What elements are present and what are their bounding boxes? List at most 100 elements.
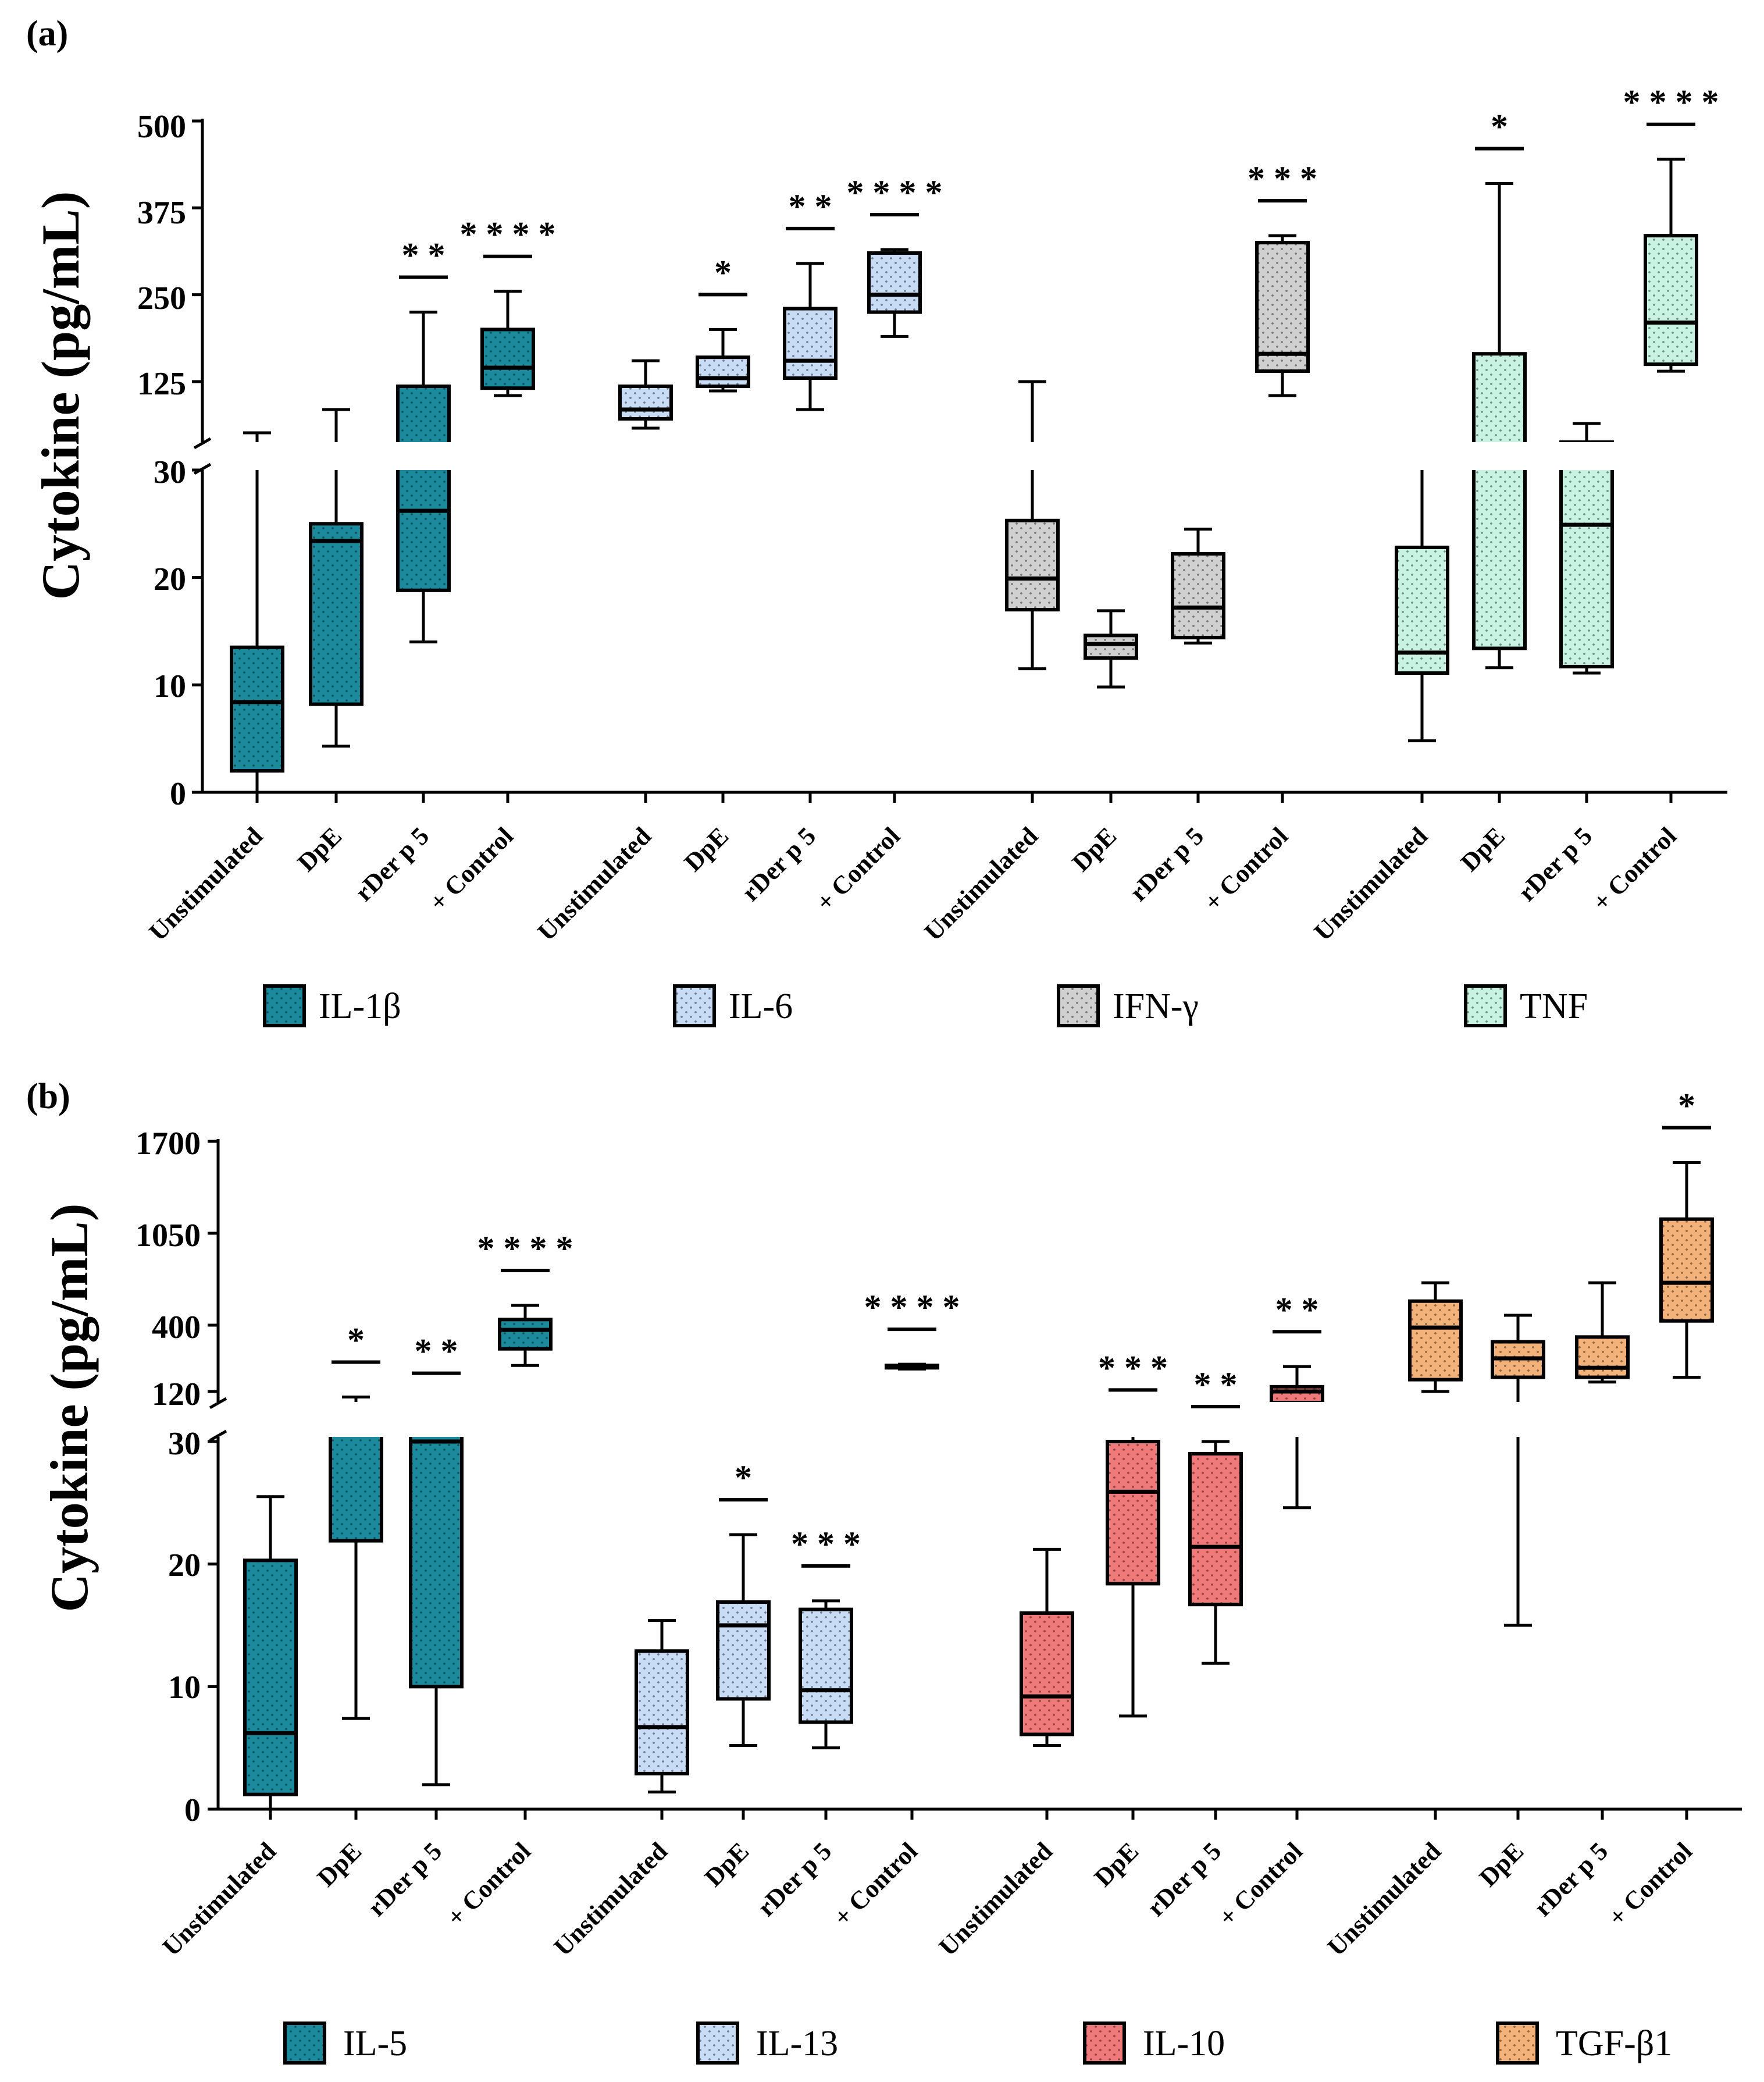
- panel-b-label: (b): [26, 1077, 70, 1116]
- break-gap: [883, 1402, 941, 1437]
- panel-b-ytick: 20: [168, 1547, 201, 1583]
- box-il-5-rder-p-5: [407, 1402, 465, 1786]
- box-il-1-control: [479, 290, 537, 470]
- break-gap: [1489, 1402, 1547, 1437]
- box-il-10-rder-p-5: [1188, 1440, 1243, 1665]
- legend-swatch-pattern: [1057, 984, 1100, 1027]
- box-pattern: [1190, 1454, 1241, 1605]
- box-il-5-dpe: [327, 1396, 385, 1720]
- x-tick-label: rDer p 5: [1513, 821, 1598, 906]
- panel-b-plot: Unstimulated DpE * rDer p 5 * * + Control * * …: [157, 1086, 1742, 1962]
- x-tick-label: Unstimulated: [933, 1837, 1058, 1961]
- x-tick-label: + Control: [828, 1837, 923, 1931]
- sig-stars: * * * *: [1623, 83, 1719, 122]
- sig-stars: *: [735, 1458, 752, 1497]
- x-tick-label: + Control: [1199, 821, 1293, 916]
- x-tick-label: rDer p 5: [350, 821, 434, 906]
- legend-label-il-10: IL-10: [1143, 2024, 1225, 2063]
- break-gap: [228, 442, 286, 470]
- panel-a-ytick: 375: [137, 195, 186, 231]
- box-il-13-dpe: [716, 1533, 771, 1747]
- box-ifn-control: [1253, 234, 1312, 470]
- box-il-10-control: [1268, 1365, 1326, 1510]
- box-tnf-rder-p-5: [1558, 422, 1616, 675]
- box-pattern: [411, 1414, 462, 1687]
- box-pattern: [1410, 1301, 1461, 1380]
- box-pattern: [1257, 243, 1308, 372]
- x-tick-label: DpE: [699, 1837, 754, 1892]
- legend-swatch-pattern: [673, 984, 716, 1027]
- break-gap: [1104, 1402, 1162, 1437]
- box-pattern: [1661, 1219, 1712, 1321]
- sig-stars: * * *: [1248, 159, 1317, 198]
- x-tick-label: DpE: [292, 821, 347, 877]
- panel-a-ytick: 125: [137, 366, 186, 402]
- x-tick-label: Unstimulated: [1322, 1837, 1446, 1961]
- panel-a-ylabel: Cytokine (pg/mL): [31, 191, 90, 600]
- break-gap: [327, 1402, 385, 1437]
- box-pattern: [231, 647, 283, 771]
- axis-break-mark: [193, 437, 212, 450]
- box-pattern: [482, 329, 533, 389]
- sig-stars: * *: [402, 236, 446, 275]
- x-tick-label: rDer p 5: [1142, 1837, 1227, 1921]
- sig-stars: * * * *: [847, 173, 943, 212]
- break-gap: [1470, 442, 1528, 470]
- x-tick-label: DpE: [312, 1837, 367, 1892]
- box-pattern: [785, 308, 836, 379]
- panel-b-ytick: 30: [168, 1426, 201, 1462]
- break-gap: [1406, 1402, 1464, 1437]
- break-gap: [1003, 442, 1061, 470]
- legend-swatch-pattern: [1083, 2022, 1126, 2065]
- box-pattern: [800, 1609, 851, 1722]
- panel-a-ytick: 500: [137, 109, 186, 145]
- box-pattern: [1271, 1386, 1323, 1403]
- break-gap: [616, 442, 675, 470]
- box-pattern: [697, 357, 749, 386]
- sig-stars: *: [347, 1321, 365, 1359]
- panel-b-ytick: 1700: [136, 1126, 201, 1162]
- box-pattern: [1021, 1613, 1072, 1735]
- axis-break-mark: [209, 1429, 227, 1442]
- x-tick-label: Unstimulated: [1309, 821, 1433, 946]
- x-tick-label: DpE: [1089, 1837, 1144, 1892]
- x-tick-label: Unstimulated: [144, 821, 268, 946]
- panel-a-plot: Unstimulated DpE rDer p 5* *+ Control* * *…: [144, 83, 1727, 946]
- x-tick-label: + Control: [424, 821, 519, 916]
- x-tick-label: DpE: [1455, 821, 1510, 877]
- x-tick-label: + Control: [1213, 1837, 1308, 1931]
- break-gap: [496, 1402, 554, 1437]
- sig-stars: *: [1678, 1086, 1695, 1124]
- break-gap: [1573, 1402, 1631, 1437]
- box-ifn-unstimulated: [1003, 380, 1061, 671]
- x-tick-label: rDer p 5: [362, 1837, 447, 1921]
- box-tnf-unstimulated: [1393, 442, 1451, 742]
- box-il-13-unstimulated: [635, 1619, 689, 1794]
- box-il-13-rder-p-5: [799, 1599, 853, 1750]
- box-ifn-dpe: [1084, 609, 1138, 689]
- sig-stars: *: [1491, 108, 1508, 146]
- break-gap: [407, 1402, 465, 1437]
- box-tgf-1-rder-p-5: [1573, 1281, 1631, 1437]
- box-pattern: [1007, 520, 1058, 610]
- box-pattern: [1577, 1337, 1628, 1378]
- box-pattern: [636, 1651, 687, 1774]
- legend-label-il-5: IL-5: [343, 2024, 407, 2063]
- box-pattern: [311, 524, 362, 704]
- legend-a: IL-1β IL-6 IFN-γ TNF: [263, 984, 1588, 1027]
- box-il-10-dpe: [1104, 1402, 1162, 1718]
- x-tick-label: + Control: [811, 821, 906, 916]
- box-il-1-dpe: [307, 408, 365, 748]
- legend-swatch-pattern: [263, 984, 306, 1027]
- box-il-6-rder-p-5: [781, 262, 839, 470]
- break-gap: [307, 442, 365, 470]
- panel-b-ytick: 0: [184, 1792, 201, 1828]
- box-pattern: [718, 1601, 769, 1699]
- x-tick-label: DpE: [1474, 1837, 1529, 1892]
- break-gap: [394, 442, 452, 470]
- legend-swatch-pattern: [1464, 984, 1507, 1027]
- x-tick-label: + Control: [1603, 1837, 1698, 1931]
- x-tick-label: + Control: [441, 1837, 536, 1931]
- legend-label-ifn-g: IFN-γ: [1113, 987, 1199, 1026]
